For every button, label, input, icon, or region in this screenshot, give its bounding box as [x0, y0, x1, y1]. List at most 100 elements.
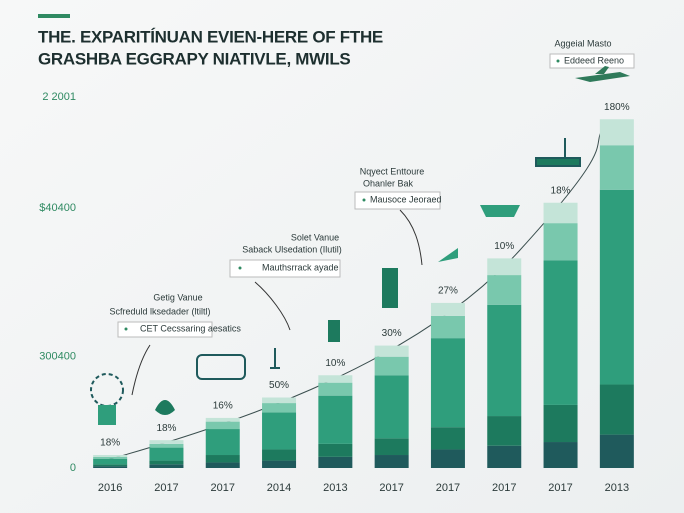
bar-segment — [430, 315, 465, 339]
callout-box — [117, 321, 213, 338]
x-tick-label: 2013 — [323, 482, 347, 494]
bar-segment — [93, 464, 128, 467]
callout-text: Mausoce Jeoraed — [370, 194, 442, 204]
x-tick-label: 2014 — [267, 482, 291, 494]
bar-segment — [93, 456, 128, 459]
bar-segment — [543, 223, 578, 261]
bar-segment — [318, 375, 353, 383]
bar-segment — [205, 429, 240, 456]
bar-segment — [374, 375, 409, 439]
bar-segment — [487, 275, 522, 305]
bar-segment — [599, 189, 634, 385]
x-tick-label: 2017 — [379, 482, 403, 494]
bar-segment — [318, 395, 353, 444]
bar-segment — [487, 258, 522, 276]
callout-dot — [362, 198, 366, 202]
bar-label: 16% — [213, 401, 233, 412]
y-tick-label: 0 — [70, 462, 76, 474]
chart-title: THE. EXPARITÍNUAN EVIEN-HERE OF FTHE — [38, 27, 383, 46]
bar-segment — [149, 440, 184, 444]
bar-segment — [374, 438, 409, 456]
bar-segment — [543, 260, 578, 405]
callout-text: CET Cecssaring aesatics — [140, 323, 241, 333]
callout-pointer — [399, 209, 423, 266]
callout-heading: Getig Vanue — [153, 292, 202, 302]
bar-segment — [93, 455, 128, 457]
bar-segment — [430, 427, 465, 450]
x-tick-label: 2017 — [436, 482, 460, 494]
bar-segment — [149, 443, 184, 448]
bar-segment — [318, 382, 353, 396]
bar-label: 27% — [438, 286, 458, 297]
bar-segment — [599, 384, 634, 435]
bar-label: 18% — [156, 423, 176, 434]
bar-label: 30% — [382, 328, 402, 339]
callout-text: Mauthsrrack ayade — [262, 262, 339, 272]
bar-label: 180% — [604, 102, 630, 113]
y-tick-label: 300400 — [39, 351, 76, 363]
bar-label: 18% — [100, 438, 120, 449]
chart-subtitle: GRASHBA EGGRAPY NIATIVLE, MWILS — [38, 49, 350, 68]
bar-segment — [543, 442, 578, 468]
bar-segment — [487, 304, 522, 417]
bar-label: 50% — [269, 380, 289, 391]
bar-segment — [543, 404, 578, 443]
x-tick-label: 2013 — [605, 482, 629, 494]
bar-segment — [262, 449, 297, 461]
x-tick-label: 2017 — [492, 482, 516, 494]
x-tick-label: 2017 — [211, 482, 235, 494]
bar-segment — [599, 145, 634, 190]
y-tick-label: 2 2001 — [42, 91, 76, 103]
bar-segment — [487, 416, 522, 446]
bar-segment — [93, 466, 128, 468]
bar-segment — [205, 455, 240, 463]
bar-label: 10% — [325, 358, 345, 369]
callout-heading: Solet Vanue — [291, 232, 339, 242]
bar-label: 18% — [551, 185, 571, 196]
bar-segment — [262, 412, 297, 450]
bar-segment — [149, 460, 184, 465]
callout-pointer — [254, 281, 291, 331]
callout-box — [229, 259, 341, 278]
bar-label: 10% — [494, 241, 514, 252]
bar-segment — [374, 356, 409, 376]
bar-segment — [318, 456, 353, 468]
icons — [90, 138, 581, 425]
title-accent — [38, 14, 70, 18]
callout-box — [549, 53, 635, 69]
bar-segment — [430, 338, 465, 428]
callout-pointer — [131, 344, 151, 396]
bar-segment — [262, 397, 297, 404]
bar-segment — [149, 464, 184, 468]
y-tick-label: $40400 — [39, 202, 76, 214]
bar-segment — [599, 434, 634, 468]
bar-segment — [543, 202, 578, 224]
bar-segment — [205, 421, 240, 430]
x-tick-label: 2016 — [98, 482, 122, 494]
bar-segment — [93, 458, 128, 465]
bar-segment — [374, 345, 409, 357]
bar-segment — [149, 447, 184, 461]
callout-heading: Ohanler Bak — [363, 178, 414, 188]
callout-heading: Aggeial Masto — [554, 38, 611, 48]
bar-segment — [374, 455, 409, 468]
plane-icon — [575, 66, 630, 82]
callout-box — [354, 191, 441, 210]
bar-segment — [318, 443, 353, 457]
callout-dot — [124, 327, 128, 331]
callout-dot — [556, 59, 560, 63]
bar-segment — [262, 403, 297, 413]
bar-segment — [205, 417, 240, 422]
bar-segment — [430, 449, 465, 468]
bar-segment — [430, 302, 465, 316]
callout-heading: Scfreduld lksedader (ltiltl) — [109, 306, 210, 316]
callout-text: Eddeed Reeno — [564, 55, 624, 65]
bar-segment — [205, 462, 240, 468]
bar-segment — [599, 119, 634, 146]
callout-dot — [238, 266, 242, 270]
x-tick-label: 2017 — [154, 482, 178, 494]
bar-segment — [487, 445, 522, 468]
x-tick-label: 2017 — [548, 482, 572, 494]
callout-heading: Nqyect Enttoure — [360, 166, 425, 176]
